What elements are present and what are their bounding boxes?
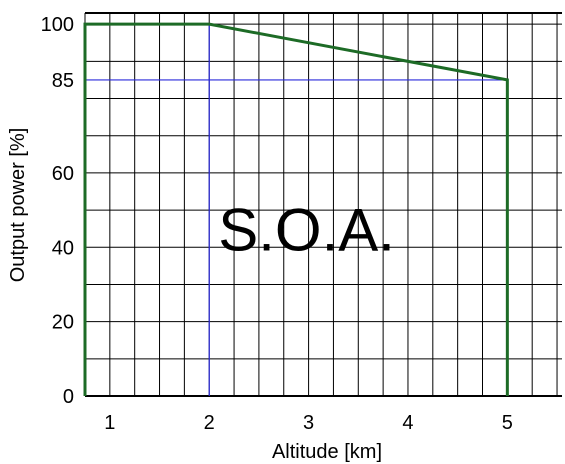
- series-layer: [83, 22, 509, 396]
- reference-lines: [85, 24, 508, 396]
- y-tick-label: 85: [52, 70, 74, 92]
- y-tick-label: 20: [52, 312, 74, 334]
- y-tick-label: 40: [52, 237, 74, 259]
- y-tick-label: 0: [63, 386, 74, 408]
- y-axis-label: Output power [%]: [7, 128, 29, 283]
- y-tick-label: 100: [41, 14, 74, 36]
- soa-boundary-line: [83, 22, 509, 396]
- soa-annotation: S.O.A.: [218, 197, 395, 264]
- x-tick-label: 4: [402, 412, 413, 434]
- x-tick-label: 1: [104, 412, 115, 434]
- x-tick-label: 5: [502, 412, 513, 434]
- x-tick-label: 3: [303, 412, 314, 434]
- y-tick-label: 60: [52, 163, 74, 185]
- x-tick-labels: 1 2 3 4 5: [104, 412, 513, 434]
- x-tick-label: 2: [204, 412, 215, 434]
- y-tick-labels: 0 20 40 60 85 100: [41, 14, 74, 408]
- x-axis-label: Altitude [km]: [272, 441, 382, 463]
